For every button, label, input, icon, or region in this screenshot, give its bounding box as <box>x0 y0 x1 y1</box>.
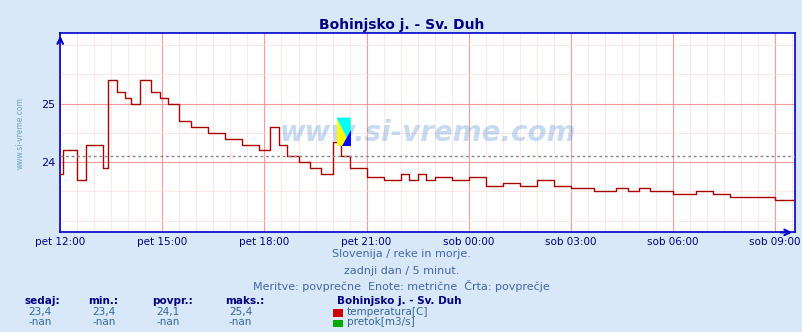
Text: www.si-vreme.com: www.si-vreme.com <box>279 119 575 147</box>
Bar <box>336 118 350 146</box>
Text: Bohinjsko j. - Sv. Duh: Bohinjsko j. - Sv. Duh <box>318 18 484 32</box>
Text: -nan: -nan <box>229 317 252 327</box>
Text: -nan: -nan <box>28 317 51 327</box>
Text: www.si-vreme.com: www.si-vreme.com <box>15 97 24 169</box>
Text: zadnji dan / 5 minut.: zadnji dan / 5 minut. <box>343 266 459 276</box>
Text: -nan: -nan <box>156 317 180 327</box>
Text: -nan: -nan <box>92 317 115 327</box>
Text: 23,4: 23,4 <box>92 307 115 317</box>
Text: Meritve: povprečne  Enote: metrične  Črta: povprečje: Meritve: povprečne Enote: metrične Črta:… <box>253 281 549 292</box>
Polygon shape <box>336 118 350 146</box>
Text: Bohinjsko j. - Sv. Duh: Bohinjsko j. - Sv. Duh <box>337 296 461 306</box>
Text: sedaj:: sedaj: <box>24 296 59 306</box>
Text: maks.:: maks.: <box>225 296 264 306</box>
Text: pretok[m3/s]: pretok[m3/s] <box>346 317 414 327</box>
Text: min.:: min.: <box>88 296 118 306</box>
Text: temperatura[C]: temperatura[C] <box>346 307 427 317</box>
Text: 25,4: 25,4 <box>229 307 252 317</box>
Text: 24,1: 24,1 <box>156 307 180 317</box>
Text: 23,4: 23,4 <box>28 307 51 317</box>
Text: Slovenija / reke in morje.: Slovenija / reke in morje. <box>332 249 470 259</box>
Text: povpr.:: povpr.: <box>152 296 193 306</box>
Polygon shape <box>342 130 350 146</box>
